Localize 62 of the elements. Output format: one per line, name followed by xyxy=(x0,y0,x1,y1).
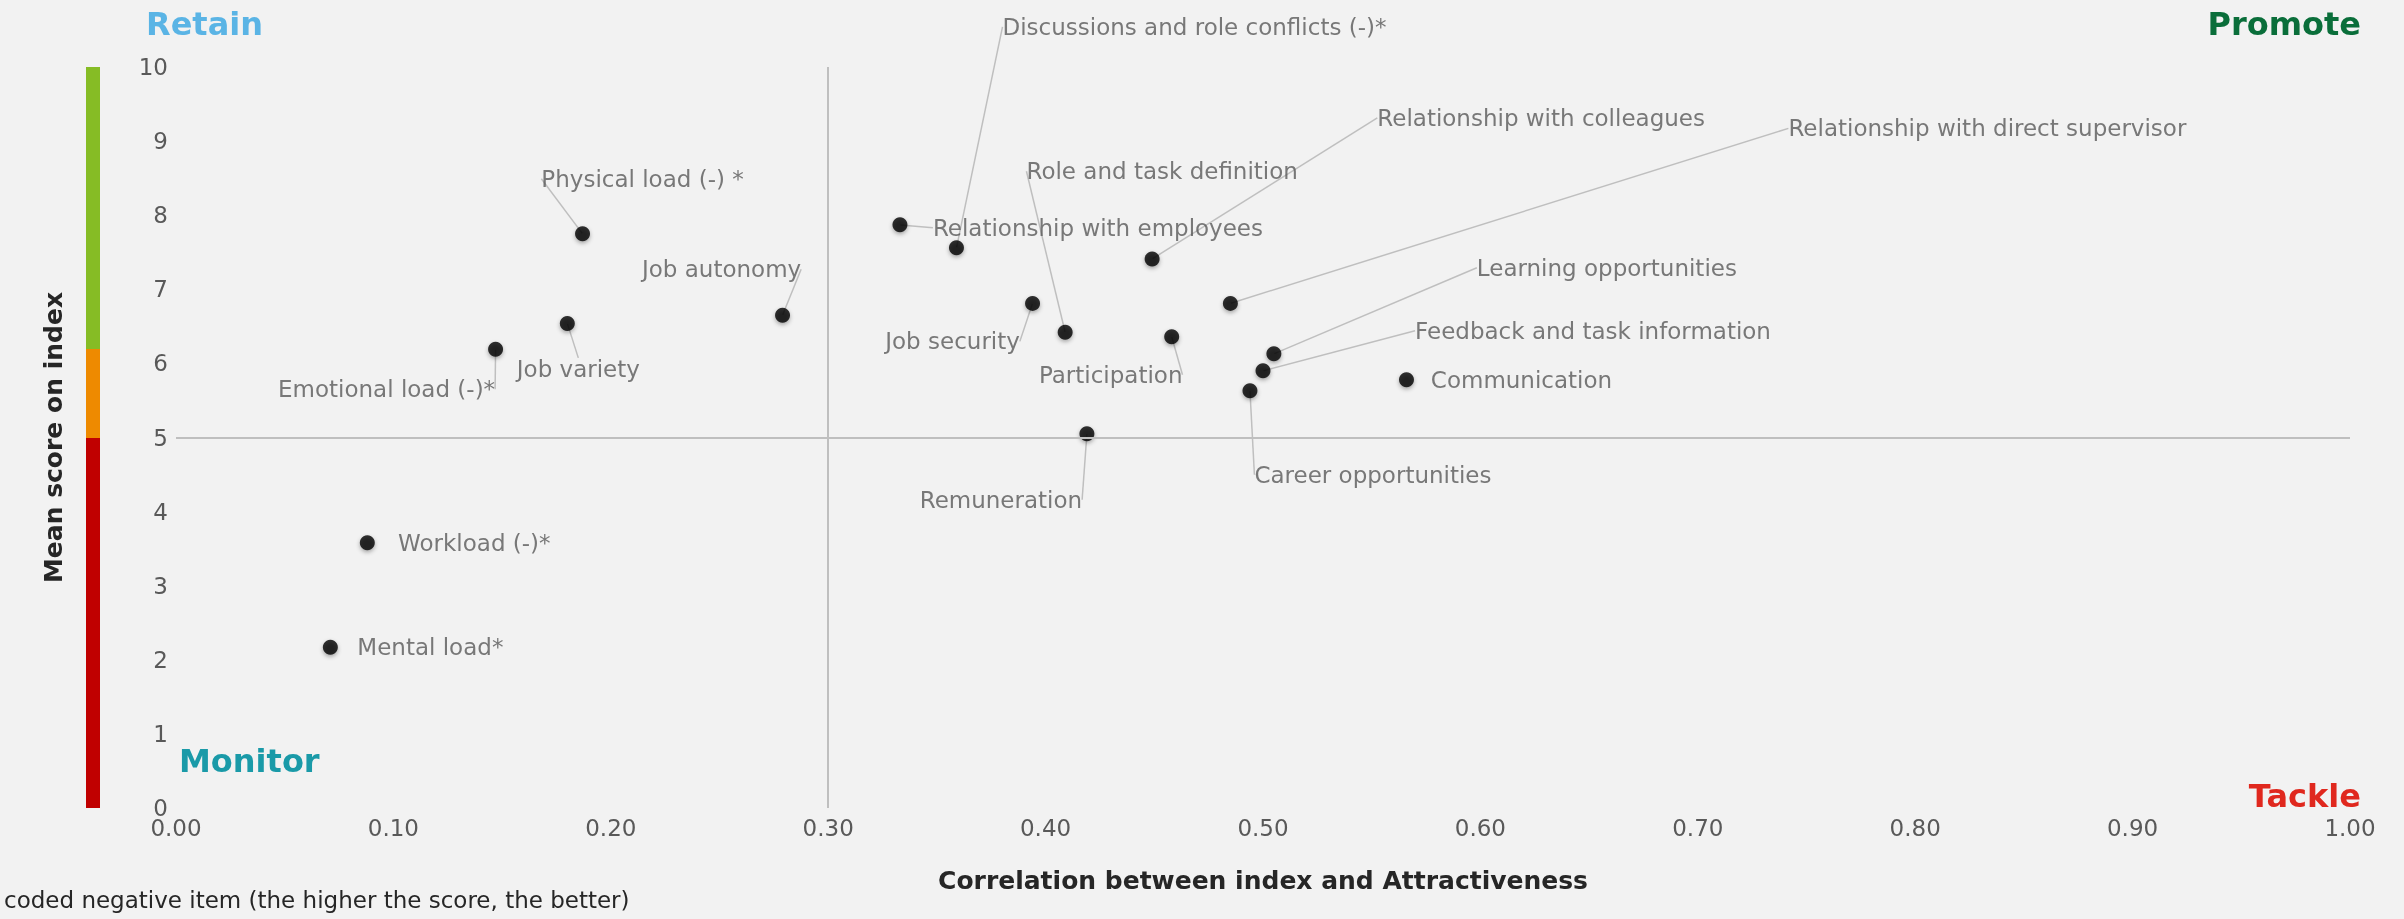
point xyxy=(559,315,575,331)
y-tick-label: 7 xyxy=(153,276,168,303)
annotation: Job security xyxy=(883,328,1020,355)
point xyxy=(1242,383,1258,399)
x-axis-title: Correlation between index and Attractiveness xyxy=(938,866,1588,895)
annotation: Role and task definition xyxy=(1026,158,1298,185)
y-tick-label: 3 xyxy=(153,572,168,599)
annotation: Career opportunities xyxy=(1254,461,1492,488)
y-tick-label: 9 xyxy=(153,128,168,155)
point xyxy=(322,639,338,655)
annotation: Remuneration xyxy=(919,486,1083,513)
text: coded negative item (the higher the score, the better) xyxy=(4,886,630,913)
annotation: Relationship with direct supervisor xyxy=(1788,115,2187,142)
text: Promote xyxy=(2207,5,2361,43)
point xyxy=(488,341,504,357)
point xyxy=(575,226,591,242)
point xyxy=(892,217,908,233)
annotation: Emotional load (-)* xyxy=(278,376,496,403)
annotation: Feedback and task information xyxy=(1415,317,1771,344)
y-tick-label: 8 xyxy=(153,202,168,229)
annotation: Communication xyxy=(1430,366,1613,393)
annotation: Workload (-)* xyxy=(398,529,551,556)
annotation: Discussions and role conflicts (-)* xyxy=(1002,13,1387,40)
x-tick-label: 0.70 xyxy=(1672,814,1724,841)
annotation: Job autonomy xyxy=(639,256,802,283)
annotation: Tackle xyxy=(2248,777,2361,815)
annotation: Relationship with colleagues xyxy=(1377,104,1705,131)
point xyxy=(1399,372,1414,388)
x-tick-label: 0.20 xyxy=(585,814,637,841)
y-axis-title: Mean score on index xyxy=(39,291,68,584)
x-tick-label: 0.10 xyxy=(367,814,420,841)
point xyxy=(1057,324,1073,340)
point xyxy=(948,240,964,256)
x-tick-label: 1.00 xyxy=(2324,814,2376,841)
y-tick-label: 10 xyxy=(138,54,168,80)
point xyxy=(1222,295,1238,311)
point xyxy=(359,535,375,551)
annotation: Participation xyxy=(1038,361,1183,388)
annotation: Relationship with employees xyxy=(932,214,1263,241)
point xyxy=(1266,346,1282,362)
y-tick-label: 5 xyxy=(153,424,168,451)
annotation: Learning opportunities xyxy=(1476,254,1737,281)
point xyxy=(1255,363,1271,379)
y-tick-label: 2 xyxy=(153,646,168,673)
point xyxy=(1144,251,1160,267)
x-tick-label: 0.90 xyxy=(2106,814,2159,841)
annotation: Job variety xyxy=(514,356,640,383)
annotation: Mental load* xyxy=(357,634,504,661)
annotation: Monitor xyxy=(179,742,320,780)
point xyxy=(1164,329,1180,345)
annotation: Physical load (-) * xyxy=(541,165,744,192)
point xyxy=(1025,295,1041,311)
x-tick-label: 0.50 xyxy=(1237,814,1289,841)
point xyxy=(775,307,791,323)
x-tick-label: 0.80 xyxy=(1889,814,1941,841)
x-tick-label: 0.60 xyxy=(1454,814,1507,841)
y-tick-label: 4 xyxy=(153,498,168,525)
y-tick-label: 6 xyxy=(153,350,168,377)
text: Retain xyxy=(146,5,263,43)
x-tick-label: 0.30 xyxy=(802,814,854,841)
x-tick-label: 0.40 xyxy=(1019,814,1072,841)
y-tick-label: 1 xyxy=(153,720,168,747)
